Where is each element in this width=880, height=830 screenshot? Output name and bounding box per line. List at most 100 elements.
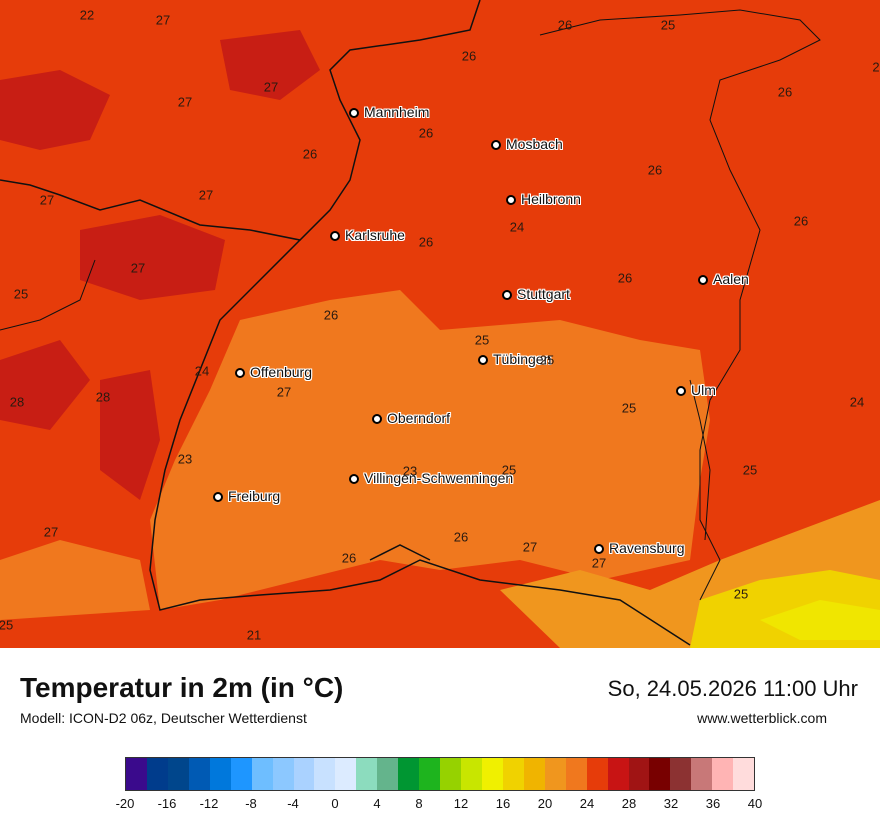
legend-swatch: [251, 758, 273, 790]
city-dot-icon: [676, 385, 686, 396]
temperature-value: 24: [194, 363, 210, 379]
temperature-value: 26: [617, 270, 633, 286]
legend-tick-label: 4: [373, 796, 381, 811]
legend-swatch: [209, 758, 231, 790]
city-marker: Offenburg: [235, 364, 312, 380]
city-label: Offenburg: [250, 364, 313, 380]
map-shading: [0, 0, 880, 648]
legend-swatch: [502, 758, 524, 790]
temperature-value: 25: [660, 17, 676, 33]
city-label: Mosbach: [506, 136, 563, 152]
legend-tick-label: -4: [287, 796, 299, 811]
legend-swatch: [314, 758, 336, 790]
legend-swatch: [440, 758, 461, 790]
city-dot-icon: [349, 473, 359, 484]
city-dot-icon: [349, 107, 359, 118]
temperature-map: Mannheim Mosbach Heilbronn Karlsruhe Stu…: [0, 0, 880, 648]
map-footer: Temperatur in 2m (in °C) Modell: ICON-D2…: [0, 648, 880, 830]
temperature-value: 27: [39, 192, 55, 208]
legend-swatch: [398, 758, 420, 790]
temperature-value: 24: [849, 394, 865, 410]
legend-tick-label: -16: [157, 796, 177, 811]
temperature-value: 27: [130, 260, 146, 276]
temperature-value: 2: [872, 59, 880, 75]
color-scale-ticks: -20 -16 -12 -8 -4 0 4 8 12 16 20 24 28 32 36 40: [116, 796, 763, 812]
legend-swatch: [188, 758, 210, 790]
legend-swatch: [691, 758, 713, 790]
city-marker: Aalen: [698, 271, 749, 287]
temperature-value: 24: [509, 219, 525, 235]
temperature-value: 25: [501, 462, 517, 478]
legend-swatch: [230, 758, 252, 790]
city-label: Oberndorf: [387, 410, 451, 426]
city-marker: Mosbach: [491, 136, 563, 152]
city-dot-icon: [478, 354, 488, 365]
temperature-value: 27: [263, 79, 279, 95]
city-dot-icon: [330, 230, 340, 241]
city-dot-icon: [594, 543, 604, 554]
legend-swatch: [481, 758, 503, 790]
legend-swatch: [607, 758, 629, 790]
legend-swatch: [461, 758, 482, 790]
temperature-value: 26: [453, 529, 469, 545]
city-marker: Tübingen: [478, 351, 551, 367]
legend-tick-label: 28: [621, 796, 637, 811]
temperature-value: 27: [155, 12, 171, 28]
legend-swatch: [565, 758, 587, 790]
legend-swatch: [126, 758, 147, 790]
legend-swatch: [733, 758, 755, 790]
city-label: Ulm: [691, 382, 716, 398]
temperature-value: 27: [198, 187, 214, 203]
city-marker: Ulm: [676, 382, 716, 398]
legend-tick-label: 36: [705, 796, 721, 811]
legend-tick-label: 40: [747, 796, 763, 811]
legend-tick-label: 12: [453, 796, 469, 811]
map-title: Temperatur in 2m (in °C): [20, 672, 344, 703]
legend-swatch: [628, 758, 650, 790]
temperature-value: 23: [177, 451, 193, 467]
city-dot-icon: [698, 274, 708, 285]
legend-swatch: [586, 758, 608, 790]
legend-swatch: [167, 758, 189, 790]
legend-swatch: [293, 758, 315, 790]
legend-swatch: [146, 758, 168, 790]
legend-swatch: [712, 758, 734, 790]
temperature-value: 26: [341, 550, 357, 566]
temperature-value: 28: [95, 389, 111, 405]
temperature-value: 26: [647, 162, 663, 178]
temperature-value: 27: [177, 94, 193, 110]
legend-swatch: [335, 758, 357, 790]
city-dot-icon: [506, 194, 516, 205]
temperature-value: 28: [9, 394, 25, 410]
city-label: Stuttgart: [517, 286, 570, 302]
temperature-value: 26: [557, 17, 573, 33]
legend-tick-label: 16: [495, 796, 511, 811]
city-label: Tübingen: [493, 351, 552, 367]
temperature-value: 26: [418, 125, 434, 141]
legend-swatch: [544, 758, 566, 790]
legend-swatch: [377, 758, 399, 790]
city-label: Villingen-Schwenningen: [364, 470, 514, 486]
temperature-value: 26: [793, 213, 809, 229]
temperature-value: 26: [461, 48, 477, 64]
city-dot-icon: [235, 367, 245, 378]
city-dot-icon: [491, 139, 501, 150]
website-link[interactable]: www.wetterblick.com: [697, 710, 827, 726]
color-scale-legend: [125, 757, 755, 791]
temperature-value: 25: [539, 352, 555, 368]
forecast-datetime: So, 24.05.2026 11:00 Uhr: [607, 676, 858, 701]
temperature-value: 27: [522, 539, 538, 555]
city-marker: Ravensburg: [594, 540, 685, 556]
city-marker: Karlsruhe: [330, 227, 405, 243]
legend-tick-label: 24: [579, 796, 595, 811]
city-marker: Stuttgart: [502, 286, 570, 302]
temperature-value: 23: [402, 463, 418, 479]
temperature-value: 26: [418, 234, 434, 250]
city-label: Ravensburg: [609, 540, 685, 556]
temperature-value: 26: [777, 84, 793, 100]
city-marker: Mannheim: [349, 104, 429, 120]
legend-swatch: [272, 758, 294, 790]
temperature-value: 26: [323, 307, 339, 323]
legend-swatch: [670, 758, 692, 790]
city-marker: Oberndorf: [372, 410, 450, 426]
